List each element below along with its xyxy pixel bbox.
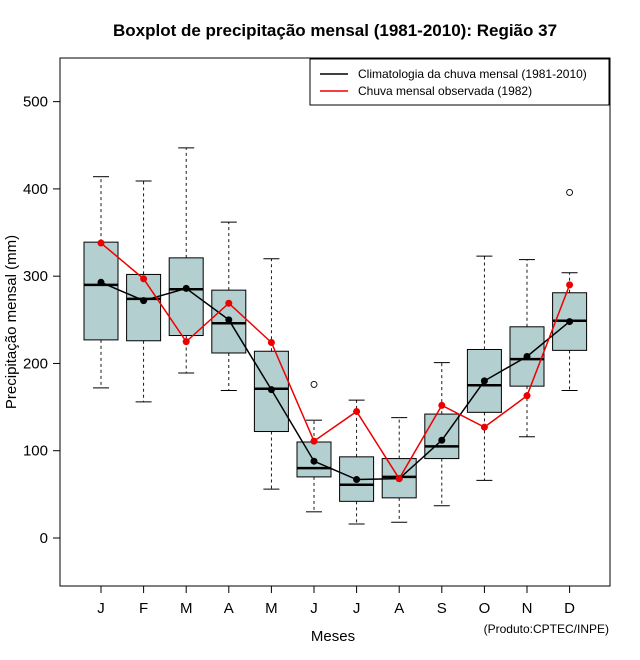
x-tick-label: J — [353, 600, 361, 617]
y-tick-label: 300 — [23, 268, 48, 285]
series-lines — [97, 239, 574, 484]
x-tick-label: O — [479, 600, 491, 617]
x-tick-label: N — [522, 600, 533, 617]
series-point — [480, 377, 488, 385]
series-point — [395, 475, 403, 483]
series-point — [140, 275, 148, 283]
y-axis-label: Precipitação mensal (mm) — [3, 235, 20, 409]
series-point — [353, 476, 361, 484]
box-body — [126, 273, 162, 342]
chart-title: Boxplot de precipitação mensal (1981-201… — [113, 21, 557, 40]
outlier-point — [310, 380, 318, 388]
box-6 — [296, 380, 332, 513]
legend-label-observed: Chuva mensal observada (1982) — [358, 84, 532, 98]
series-observed — [97, 239, 574, 483]
box-11 — [509, 259, 545, 438]
box-9 — [424, 362, 460, 507]
x-tick-label: M — [180, 600, 193, 617]
product-credit: (Produto:CPTEC/INPE) — [484, 622, 609, 636]
x-axis-label: Meses — [311, 628, 355, 645]
x-tick-label: D — [564, 600, 575, 617]
outlier-point — [566, 188, 574, 196]
series-climatology — [97, 278, 574, 484]
y-tick-label: 200 — [23, 355, 48, 372]
box-body — [83, 241, 119, 341]
series-point — [140, 297, 148, 305]
y-tick-label: 100 — [23, 443, 48, 460]
legend-label-climatology: Climatologia da chuva mensal (1981-2010) — [358, 67, 587, 81]
series-point — [97, 278, 105, 286]
series-point — [566, 281, 574, 289]
box-5 — [253, 258, 289, 490]
series-point — [480, 423, 488, 431]
legend: Climatologia da chuva mensal (1981-2010)… — [309, 58, 610, 106]
box-10 — [466, 255, 502, 481]
series-point — [182, 338, 190, 346]
x-tick-label: F — [139, 600, 148, 617]
series-point — [523, 352, 531, 360]
y-tick-label: 400 — [23, 181, 48, 198]
y-tick-label: 0 — [40, 530, 48, 547]
x-tick-label: J — [310, 600, 318, 617]
series-point — [310, 457, 318, 465]
box-8 — [381, 417, 417, 523]
series-point — [438, 436, 446, 444]
y-axis: 0 100 200 300 400 500 — [23, 94, 60, 547]
legend-box — [309, 58, 610, 106]
x-tick-label: M — [265, 600, 278, 617]
x-tick-label: J — [97, 600, 105, 617]
series-point — [353, 407, 361, 415]
series-point — [225, 299, 233, 307]
series-line — [100, 281, 571, 481]
x-tick-label: A — [224, 600, 234, 617]
series-line — [100, 242, 571, 481]
x-tick-label: A — [394, 600, 404, 617]
series-point — [438, 401, 446, 409]
box-12 — [552, 188, 588, 392]
series-point — [267, 386, 275, 394]
box-7 — [339, 399, 375, 525]
series-point — [97, 239, 105, 247]
box-1 — [83, 176, 119, 389]
box-2 — [126, 180, 162, 403]
series-point — [310, 437, 318, 445]
y-tick-label: 500 — [23, 94, 48, 111]
plot-frame — [59, 57, 611, 587]
x-tick-label: S — [437, 600, 447, 617]
series-point — [182, 284, 190, 292]
box-group — [83, 147, 588, 525]
series-point — [267, 339, 275, 347]
series-point — [225, 316, 233, 324]
series-point — [566, 318, 574, 326]
series-point — [523, 392, 531, 400]
